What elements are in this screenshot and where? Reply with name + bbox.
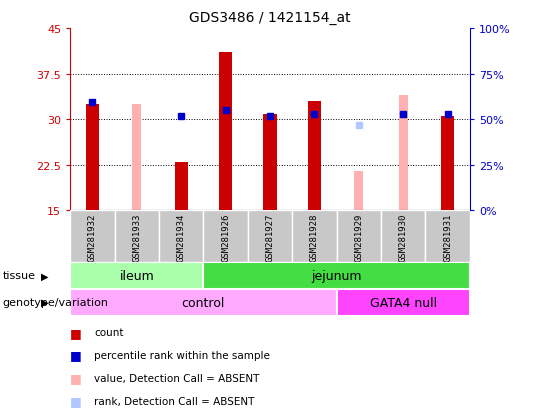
Text: ■: ■	[70, 371, 82, 385]
Bar	[114, 211, 159, 262]
Bar	[70, 211, 114, 262]
Text: jejunum: jejunum	[312, 269, 362, 282]
Text: ▶: ▶	[40, 271, 48, 281]
Bar	[426, 211, 470, 262]
Bar	[204, 211, 248, 262]
Text: GSM281934: GSM281934	[177, 213, 186, 261]
Text: GSM281927: GSM281927	[266, 213, 274, 261]
Text: ■: ■	[70, 394, 82, 407]
Bar	[399, 95, 408, 211]
Text: ■: ■	[70, 326, 82, 339]
Text: percentile rank within the sample: percentile rank within the sample	[94, 350, 271, 360]
Bar	[336, 289, 470, 316]
Bar	[308, 102, 321, 211]
Text: GSM281926: GSM281926	[221, 213, 230, 261]
Bar	[70, 262, 204, 289]
Bar	[264, 115, 276, 211]
Title: GDS3486 / 1421154_at: GDS3486 / 1421154_at	[189, 11, 351, 25]
Bar	[292, 211, 336, 262]
Text: ▶: ▶	[40, 297, 48, 308]
Text: genotype/variation: genotype/variation	[3, 297, 109, 308]
Bar	[354, 171, 363, 211]
Text: GSM281932: GSM281932	[88, 213, 97, 261]
Bar	[248, 211, 292, 262]
Bar	[132, 104, 141, 211]
Bar	[174, 162, 188, 211]
Text: ileum: ileum	[119, 269, 154, 282]
Bar	[441, 117, 454, 211]
Bar	[336, 211, 381, 262]
Text: GATA4 null: GATA4 null	[370, 296, 437, 309]
Text: control: control	[182, 296, 225, 309]
Bar	[159, 211, 204, 262]
Bar	[381, 211, 426, 262]
Text: GSM281929: GSM281929	[354, 213, 363, 261]
Text: rank, Detection Call = ABSENT: rank, Detection Call = ABSENT	[94, 396, 255, 406]
Text: count: count	[94, 328, 124, 337]
Text: ■: ■	[70, 349, 82, 362]
Bar	[70, 289, 336, 316]
Bar	[86, 104, 99, 211]
Text: GSM281928: GSM281928	[310, 213, 319, 261]
Bar	[204, 262, 470, 289]
Bar	[219, 53, 232, 211]
Text: GSM281933: GSM281933	[132, 213, 141, 261]
Text: tissue: tissue	[3, 271, 36, 281]
Text: GSM281930: GSM281930	[399, 213, 408, 261]
Text: GSM281931: GSM281931	[443, 213, 452, 261]
Text: value, Detection Call = ABSENT: value, Detection Call = ABSENT	[94, 373, 260, 383]
